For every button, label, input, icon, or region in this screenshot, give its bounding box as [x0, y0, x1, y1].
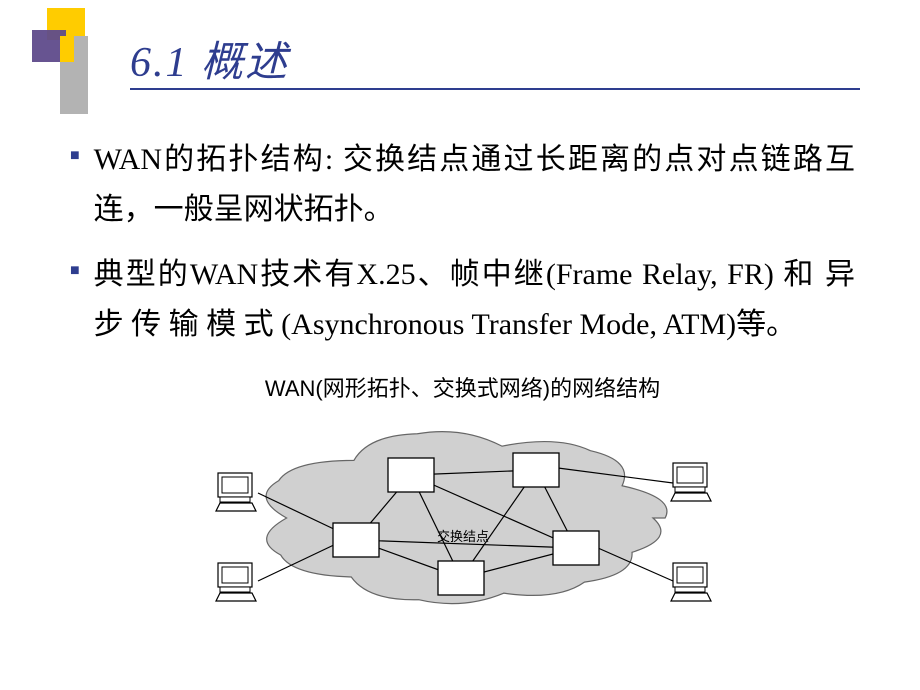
diagram-container: 交换结点	[70, 413, 855, 623]
bullet-text: WAN的拓扑结构: 交换结点通过长距离的点对点链路互连，一般呈网状拓扑。	[94, 135, 855, 234]
slide-title: 6.1 概述	[130, 28, 289, 89]
svg-text:交换结点: 交换结点	[436, 529, 488, 544]
bullet-marker-icon: ■	[70, 147, 80, 165]
title-underline	[130, 88, 860, 90]
diagram-caption: WAN(网形拓扑、交换式网络)的网络结构	[70, 371, 855, 403]
bullet-item: ■ WAN的拓扑结构: 交换结点通过长距离的点对点链路互连，一般呈网状拓扑。	[70, 135, 855, 234]
bullet-marker-icon: ■	[70, 262, 80, 280]
bullet-text: 典型的WAN技术有X.25、帧中继(Frame Relay, FR) 和 异 步…	[94, 250, 855, 349]
network-diagram: 交换结点	[183, 413, 743, 623]
content-area: ■ WAN的拓扑结构: 交换结点通过长距离的点对点链路互连，一般呈网状拓扑。 ■…	[70, 135, 855, 623]
bullet-item: ■ 典型的WAN技术有X.25、帧中继(Frame Relay, FR) 和 异…	[70, 250, 855, 349]
corner-decoration	[32, 8, 112, 128]
